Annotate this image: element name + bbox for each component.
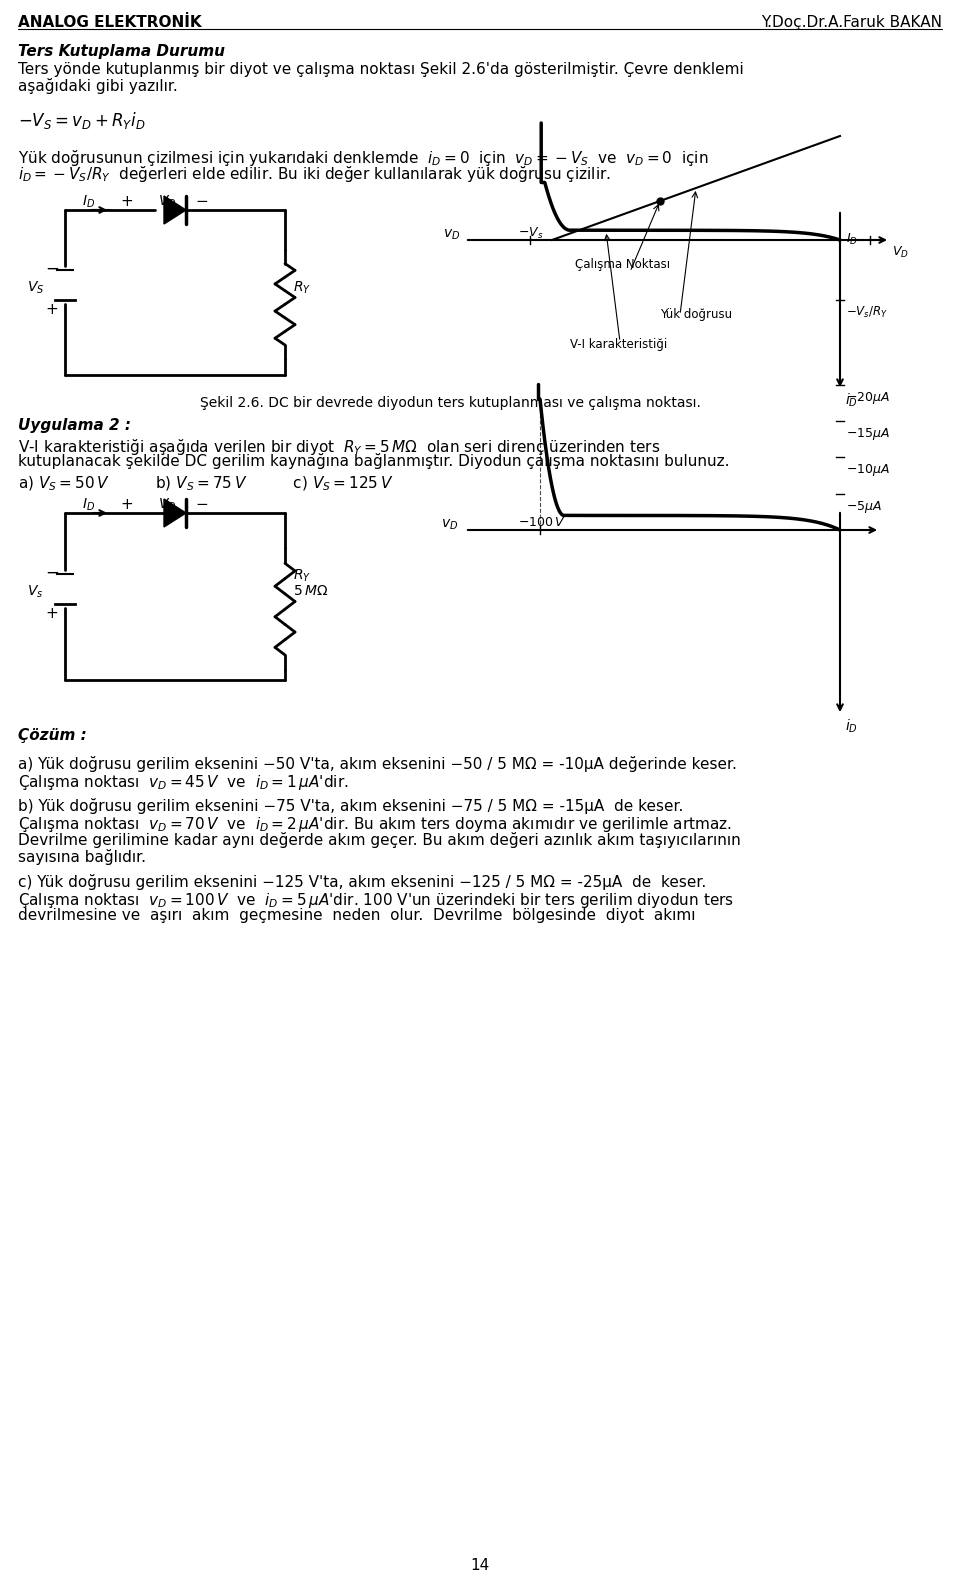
Text: ANALOG ELEKTRONİK: ANALOG ELEKTRONİK	[18, 16, 202, 30]
Text: $-5\mu A$: $-5\mu A$	[846, 499, 882, 514]
Text: Devrilme gerilimine kadar aynı değerde akım geçer. Bu akım değeri azınlık akım t: Devrilme gerilimine kadar aynı değerde a…	[18, 832, 741, 847]
Text: $i_D = -V_S / R_Y$  değerleri elde edilir. Bu iki değer kullanılarak yük doğrusu: $i_D = -V_S / R_Y$ değerleri elde edilir…	[18, 164, 611, 185]
Polygon shape	[164, 196, 186, 224]
Text: $V_s$: $V_s$	[27, 584, 43, 600]
Text: $i_D$: $i_D$	[845, 391, 858, 409]
Text: Yük doğrusunun çizilmesi için yukarıdaki denklemde  $i_D = 0$  için  $v_D = -V_S: Yük doğrusunun çizilmesi için yukarıdaki…	[18, 148, 708, 167]
Text: kutuplanacak şekilde DC gerilim kaynağına bağlanmıştır. Diyodun çalışma noktasın: kutuplanacak şekilde DC gerilim kaynağın…	[18, 453, 730, 469]
Text: $I_D$: $I_D$	[82, 194, 95, 210]
Text: Çalışma Noktası: Çalışma Noktası	[575, 257, 670, 271]
Text: +: +	[120, 194, 132, 208]
Text: $v_D$: $v_D$	[443, 227, 460, 243]
Text: +: +	[45, 301, 58, 317]
Text: b) Yük doğrusu gerilim eksenini −75 V'ta, akım eksenini −75 / 5 MΩ = -15μA  de k: b) Yük doğrusu gerilim eksenini −75 V'ta…	[18, 798, 684, 814]
Polygon shape	[164, 499, 186, 527]
Text: Çalışma noktası  $v_D = 100\,V$  ve  $i_D = 5\,\mu A$'dir. 100 V'un üzerindeki b: Çalışma noktası $v_D = 100\,V$ ve $i_D =…	[18, 892, 733, 911]
Text: 14: 14	[470, 1557, 490, 1573]
Text: Y.Doç.Dr.A.Faruk BAKAN: Y.Doç.Dr.A.Faruk BAKAN	[761, 16, 942, 30]
Text: $I_D$: $I_D$	[82, 497, 95, 513]
Text: −: −	[195, 194, 207, 208]
Text: −: −	[45, 260, 59, 278]
Text: $-15\mu A$: $-15\mu A$	[846, 426, 890, 442]
Text: $-V_s/R_Y$: $-V_s/R_Y$	[846, 305, 888, 320]
Text: $V_D$: $V_D$	[892, 245, 909, 260]
Text: $-10\mu A$: $-10\mu A$	[846, 462, 890, 478]
Text: Çözüm :: Çözüm :	[18, 727, 86, 743]
Text: c) Yük doğrusu gerilim eksenini −125 V'ta, akım eksenini −125 / 5 MΩ = -25μA  de: c) Yük doğrusu gerilim eksenini −125 V't…	[18, 874, 707, 890]
Text: $-20\mu A$: $-20\mu A$	[846, 390, 890, 406]
Text: $V_D$: $V_D$	[158, 497, 177, 513]
Text: a) $V_S = 50\,V$          b) $V_S = 75\,V$          c) $V_S = 125\,V$: a) $V_S = 50\,V$ b) $V_S = 75\,V$ c) $V_…	[18, 475, 394, 494]
Text: $-V_s$: $-V_s$	[518, 226, 543, 241]
Text: sayısına bağlıdır.: sayısına bağlıdır.	[18, 849, 146, 865]
Text: aşağıdaki gibi yazılır.: aşağıdaki gibi yazılır.	[18, 77, 178, 95]
Text: −: −	[45, 563, 59, 582]
Text: Yük doğrusu: Yük doğrusu	[660, 308, 732, 320]
Text: $R_Y$: $R_Y$	[293, 279, 311, 297]
Text: $V_D$: $V_D$	[158, 194, 177, 210]
Text: Şekil 2.6. DC bir devrede diyodun ters kutuplanması ve çalışma noktası.: Şekil 2.6. DC bir devrede diyodun ters k…	[200, 396, 701, 410]
Text: Ters yönde kutuplanmış bir diyot ve çalışma noktası Şekil 2.6'da gösterilmiştir.: Ters yönde kutuplanmış bir diyot ve çalı…	[18, 62, 744, 77]
Text: Çalışma noktası  $v_D = 45\,V$  ve  $i_D = 1\,\mu A$'dir.: Çalışma noktası $v_D = 45\,V$ ve $i_D = …	[18, 773, 348, 792]
Text: $i_D$: $i_D$	[845, 718, 858, 735]
Text: Ters Kutuplama Durumu: Ters Kutuplama Durumu	[18, 44, 225, 58]
Text: $5\,M\Omega$: $5\,M\Omega$	[293, 584, 328, 598]
Text: V-I karakteristiği: V-I karakteristiği	[570, 338, 667, 350]
Text: a) Yük doğrusu gerilim eksenini −50 V'ta, akım eksenini −50 / 5 MΩ = -10μA değer: a) Yük doğrusu gerilim eksenini −50 V'ta…	[18, 756, 737, 772]
Text: Çalışma noktası  $v_D = 70\,V$  ve  $i_D = 2\,\mu A$'dir. Bu akım ters doyma akı: Çalışma noktası $v_D = 70\,V$ ve $i_D = …	[18, 814, 732, 835]
Text: −: −	[195, 497, 207, 511]
Text: $-100\,V$: $-100\,V$	[518, 516, 565, 529]
Text: devrilmesine ve  aşırı  akım  geçmesine  neden  olur.  Devrilme  bölgesinde  diy: devrilmesine ve aşırı akım geçmesine ned…	[18, 907, 695, 923]
Text: +: +	[120, 497, 132, 511]
Text: +: +	[45, 606, 58, 622]
Text: $v_D$: $v_D$	[441, 518, 458, 532]
Text: V-I karakteristiği aşağıda verilen bir diyot  $R_Y = 5\,M\Omega$  olan seri dire: V-I karakteristiği aşağıda verilen bir d…	[18, 437, 660, 458]
Text: Uygulama 2 :: Uygulama 2 :	[18, 418, 131, 432]
Text: $-V_S = v_D + R_Y i_D$: $-V_S = v_D + R_Y i_D$	[18, 110, 146, 131]
Text: $I_D$: $I_D$	[846, 232, 858, 248]
Text: $R_Y$: $R_Y$	[293, 568, 311, 584]
Text: $V_S$: $V_S$	[27, 279, 44, 297]
